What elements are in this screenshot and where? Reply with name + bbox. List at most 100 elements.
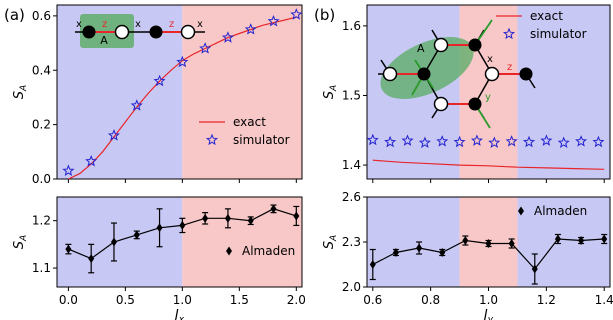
y-tick-label: 0.6 — [32, 9, 51, 23]
data-point-Almaden — [133, 230, 140, 240]
series-line-exact — [68, 16, 297, 180]
y-axis-label-subscript: A — [329, 85, 339, 92]
spin-site-open — [433, 96, 449, 112]
background-region — [182, 197, 302, 287]
y-tick-label: 1.5 — [342, 88, 361, 102]
data-point-Almaden — [65, 244, 72, 254]
x-tick-label: 2.0 — [287, 293, 306, 307]
data-point-simulator — [221, 31, 234, 43]
background-region — [459, 5, 518, 179]
y-axis-label-subscript: A — [19, 85, 29, 92]
data-point-simulator — [540, 134, 553, 146]
data-point-Almaden — [531, 264, 538, 274]
x-tick-label: 1.0 — [479, 293, 498, 307]
data-point-simulator — [401, 134, 414, 146]
data-point-Almaden — [156, 223, 163, 233]
y-tick-label: 1.6 — [342, 19, 361, 33]
spin-site-open — [433, 37, 449, 53]
x-tick-label: 1.2 — [537, 293, 556, 307]
legend-label-Almaden: Almaden — [242, 244, 295, 258]
x-tick-label: 1.5 — [230, 293, 249, 307]
legend-label-exact: exact — [233, 115, 266, 129]
data-point-simulator — [418, 136, 431, 149]
x-axis-label-subscript: x — [178, 315, 185, 320]
y-tick-label: 2.6 — [342, 190, 361, 204]
data-point-simulator — [384, 135, 397, 148]
data-point-Almaden — [369, 260, 376, 269]
background-region — [182, 5, 302, 179]
panel-b-label: (b) — [314, 6, 335, 24]
data-point-simulator — [436, 135, 449, 147]
inset-region-label: A — [417, 42, 425, 55]
x-axis-label-subscript: y — [487, 315, 494, 320]
data-point-Almaden — [202, 213, 209, 223]
spin-site-filled — [149, 25, 163, 39]
y-tick-label: 2.3 — [342, 235, 361, 249]
data-point-simulator — [153, 74, 166, 87]
data-point-simulator — [290, 8, 303, 20]
data-point-simulator — [107, 129, 120, 141]
data-point-Almaden — [88, 254, 95, 264]
background-region — [517, 197, 610, 287]
y-axis-label: SA — [322, 235, 339, 249]
data-point-Almaden — [179, 220, 186, 230]
x-tick-label: 1.0 — [173, 293, 192, 307]
bond-label-z: z — [507, 62, 512, 73]
data-point-Almaden — [578, 236, 585, 245]
y-axis-label-subscript: A — [19, 235, 29, 242]
y-axis-label-main: S — [12, 91, 27, 99]
data-point-Almaden — [270, 204, 277, 214]
legend-swatch-Almaden — [226, 246, 232, 256]
background-region — [57, 197, 183, 287]
inset-region-label: A — [100, 34, 108, 47]
data-point-simulator — [453, 135, 466, 148]
spin-site-filled — [468, 97, 482, 111]
y-tick-label: 1.1 — [32, 261, 51, 275]
data-point-simulator — [199, 42, 212, 54]
legend-label-Almaden: Almaden — [534, 204, 587, 218]
data-point-simulator — [267, 14, 280, 27]
data-point-simulator — [244, 23, 257, 35]
x-tick-label: 0.8 — [421, 293, 440, 307]
y-axis-label-main: S — [12, 241, 27, 249]
y-tick-label: 0.0 — [32, 172, 51, 186]
plot-frame — [56, 196, 303, 288]
data-point-Almaden — [462, 236, 469, 245]
spin-site-open — [382, 66, 398, 82]
data-point-Almaden — [247, 216, 254, 226]
bond-label-y: y — [485, 92, 491, 103]
data-point-simulator — [522, 135, 536, 148]
spin-site-open — [114, 24, 130, 40]
spin-site-filled — [82, 25, 96, 39]
legend-swatch-simulator — [205, 133, 219, 146]
y-tick-label: 0.4 — [32, 63, 51, 77]
spin-site-filled — [468, 38, 482, 52]
data-point-simulator — [488, 136, 501, 149]
data-point-simulator — [176, 55, 189, 68]
data-point-simulator — [592, 135, 605, 148]
data-point-Almaden — [439, 248, 446, 257]
background-region — [517, 5, 610, 179]
y-axis-label-main: S — [322, 241, 337, 249]
data-point-simulator — [366, 133, 379, 146]
series-line-exact — [372, 159, 605, 170]
data-point-Almaden — [485, 239, 492, 248]
bond-label-z: z — [102, 19, 107, 30]
spin-site-filled — [417, 67, 431, 81]
data-point-Almaden — [110, 237, 117, 247]
data-point-Almaden — [293, 211, 300, 221]
panel-a-label: (a) — [4, 6, 25, 24]
spin-site-open — [484, 66, 500, 82]
x-tick-label: 1.4 — [595, 293, 613, 307]
x-axis-label: Jy — [481, 308, 494, 320]
y-axis-label-subscript: A — [329, 235, 339, 242]
data-point-Almaden — [508, 239, 515, 248]
y-tick-label: 1.2 — [32, 214, 51, 228]
x-axis-label-main: J — [172, 308, 179, 320]
y-axis-label: SA — [12, 85, 29, 99]
bond-label-x: x — [135, 19, 141, 30]
x-tick-label: 0.6 — [363, 293, 382, 307]
x-axis-label-main: J — [481, 308, 488, 320]
spin-site-filled — [519, 67, 533, 81]
